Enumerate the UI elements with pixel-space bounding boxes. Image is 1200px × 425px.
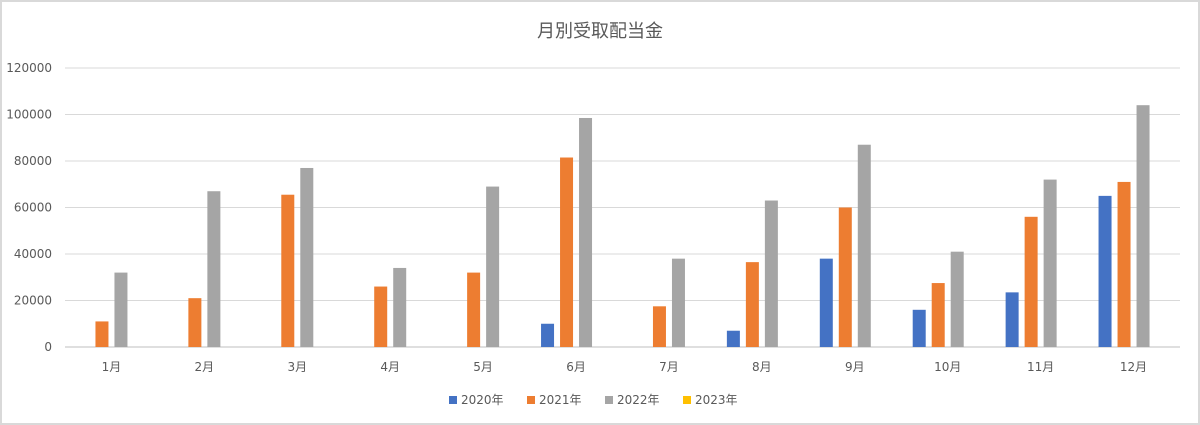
- y-axis-ticks: 0 20000 40000 60000 80000 100000 120000: [6, 61, 52, 354]
- legend-swatch: [527, 396, 535, 404]
- bar: [652, 306, 666, 347]
- legend-label: 2021年: [539, 393, 582, 407]
- x-tick-label: 3月: [287, 360, 307, 374]
- x-tick-label: 1月: [102, 360, 122, 374]
- bar: [950, 251, 964, 347]
- y-tick-label: 0: [44, 340, 52, 354]
- legend-label: 2020年: [461, 393, 504, 407]
- bar: [393, 267, 407, 347]
- bars: [95, 105, 1150, 347]
- bar: [114, 272, 128, 347]
- legend-item: 2020年: [449, 393, 504, 407]
- bar: [1024, 216, 1038, 347]
- bar: [560, 157, 574, 347]
- y-tick-label: 40000: [14, 247, 52, 261]
- x-tick-label: 7月: [659, 360, 679, 374]
- x-axis-ticks: 1月 2月 3月 4月 5月 6月 7月 8月 9月 10月 11月 12月: [102, 360, 1148, 374]
- bar: [1117, 181, 1131, 347]
- x-tick-label: 10月: [934, 360, 961, 374]
- bar: [1043, 179, 1057, 347]
- bar: [1136, 105, 1150, 347]
- bar: [207, 191, 221, 347]
- bar: [95, 321, 109, 347]
- x-tick-label: 5月: [473, 360, 493, 374]
- bar: [486, 186, 500, 347]
- x-tick-label: 2月: [195, 360, 215, 374]
- x-tick-label: 9月: [845, 360, 865, 374]
- bar: [467, 272, 481, 347]
- bar: [579, 117, 593, 347]
- x-tick-label: 11月: [1027, 360, 1054, 374]
- x-tick-label: 8月: [752, 360, 772, 374]
- gridlines: [65, 67, 1180, 348]
- bar: [671, 258, 685, 347]
- bar: [1098, 195, 1112, 347]
- bar: [188, 298, 202, 347]
- bar: [819, 258, 833, 347]
- bar: [857, 144, 871, 347]
- bar: [745, 262, 759, 347]
- legend-item: 2021年: [527, 393, 582, 407]
- bar: [764, 200, 778, 347]
- x-tick-label: 4月: [380, 360, 400, 374]
- bar: [541, 323, 555, 347]
- bar: [912, 309, 926, 347]
- y-tick-label: 100000: [6, 108, 52, 122]
- legend-item: 2023年: [683, 393, 738, 407]
- legend-item: 2022年: [605, 393, 660, 407]
- bar: [931, 283, 945, 347]
- x-tick-label: 6月: [566, 360, 586, 374]
- y-tick-label: 120000: [6, 61, 52, 75]
- bar: [1005, 292, 1019, 347]
- y-tick-label: 60000: [14, 201, 52, 215]
- bar: [374, 286, 388, 347]
- bar: [281, 194, 295, 347]
- legend-swatch: [449, 396, 457, 404]
- bar: [838, 207, 852, 347]
- x-tick-label: 12月: [1120, 360, 1147, 374]
- legend-swatch: [605, 396, 613, 404]
- legend-label: 2022年: [617, 393, 660, 407]
- y-tick-label: 80000: [14, 154, 52, 168]
- legend-swatch: [683, 396, 691, 404]
- bar: [300, 167, 314, 347]
- y-tick-label: 20000: [14, 294, 52, 308]
- chart-title: 月別受取配当金: [537, 21, 663, 42]
- legend-label: 2023年: [695, 393, 738, 407]
- bar: [726, 330, 740, 347]
- legend: 2020年 2021年 2022年 2023年: [449, 393, 738, 407]
